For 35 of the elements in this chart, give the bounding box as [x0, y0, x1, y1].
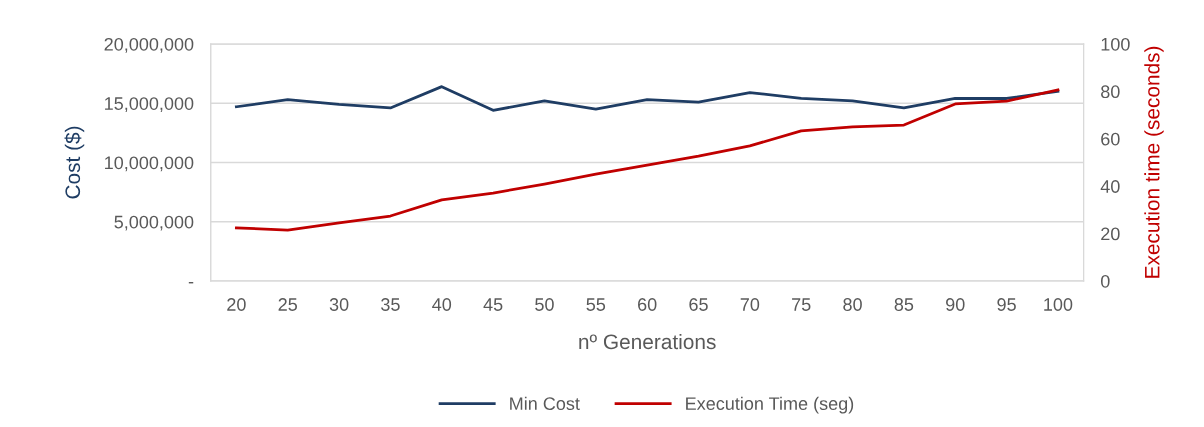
line-series	[234, 85, 1060, 112]
y-tick-label: 20,000,000	[104, 37, 194, 53]
x-tick-label: 90	[946, 298, 965, 311]
legend-label: Execution Time (seg)	[686, 396, 854, 414]
x-tick-label: 95	[997, 298, 1016, 311]
x-tick-label: 80	[843, 298, 862, 311]
y2-tick-label: 20	[1101, 227, 1120, 241]
x-tick-label: 50	[535, 298, 554, 311]
y-tick-label: 5,000,000	[114, 215, 194, 231]
y2-tick-label: 40	[1100, 180, 1120, 193]
x-tick-label: 55	[586, 298, 606, 311]
y2-tick-label: 100	[1101, 37, 1130, 51]
y-tick-label: 10,000,000	[105, 156, 194, 172]
x-tick-label: 85	[894, 298, 914, 311]
legend-label: Min Cost	[510, 396, 580, 411]
x-tick-label: 60	[638, 298, 657, 311]
y-axis-title: Cost ($)	[64, 126, 85, 199]
y2-tick-label: 80	[1101, 85, 1120, 99]
y2-tick-label: 0	[1100, 274, 1110, 288]
x-tick-label: 30	[329, 298, 349, 311]
x-tick-label: 70	[740, 298, 760, 311]
y2-axis-title: Execution time (seconds)	[1144, 46, 1164, 278]
x-tick-label: 100	[1044, 298, 1073, 311]
line-series	[234, 88, 1060, 232]
x-tick-label: 40	[432, 298, 452, 311]
y-tick-label: 15,000,000	[105, 97, 194, 113]
x-tick-label: 45	[483, 298, 503, 311]
x-axis-title: nº Generations	[579, 333, 716, 350]
x-tick-label: 35	[381, 298, 400, 311]
y-tick-label: -	[188, 282, 194, 284]
y2-tick-label: 60	[1101, 132, 1120, 146]
x-tick-label: 65	[689, 298, 708, 311]
x-tick-label: 75	[792, 298, 811, 311]
x-tick-label: 20	[227, 298, 246, 311]
x-tick-label: 25	[278, 298, 298, 311]
